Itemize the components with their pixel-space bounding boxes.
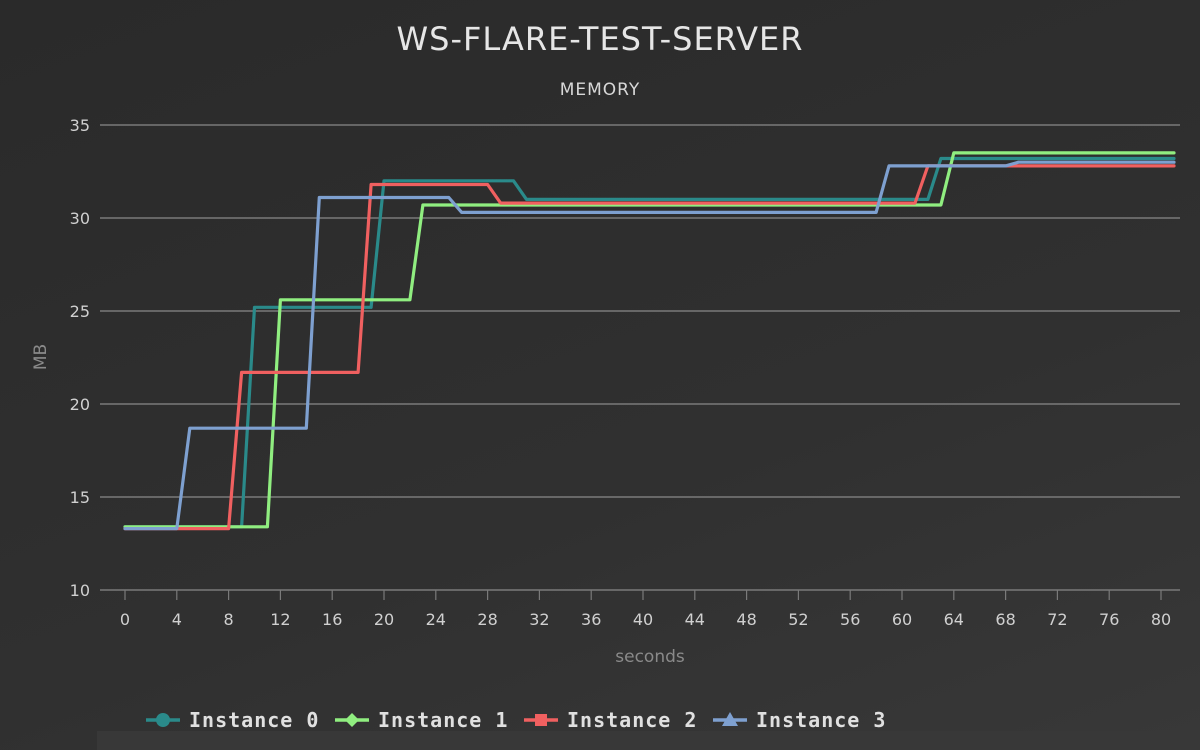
grid-lines (100, 124, 1180, 591)
legend-item-instance-1[interactable]: Instance 1 (335, 708, 508, 732)
y-tick-label: 30 (70, 209, 90, 228)
x-tick-label: 0 (120, 610, 130, 629)
x-tick-label: 68 (995, 610, 1015, 629)
series-lines (123, 151, 1176, 531)
y-tick-label: 15 (70, 488, 90, 507)
legend-label: Instance 0 (189, 708, 319, 732)
legend-item-instance-3[interactable]: Instance 3 (713, 708, 886, 732)
series-line-instance-3 (123, 160, 1176, 531)
legend: Instance 0 Instance 1 Instance 2 Instance 3 (146, 708, 886, 732)
chart-subtitle: MEMORY (560, 80, 641, 100)
y-tick-label: 35 (70, 116, 90, 135)
x-tick-label: 56 (840, 610, 860, 629)
x-axis-title: seconds (615, 647, 685, 667)
chart-title: WS-FLARE-TEST-SERVER (396, 20, 803, 58)
series-line-instance-2 (123, 164, 1176, 531)
x-tick-label: 40 (633, 610, 653, 629)
x-tick-label: 76 (1099, 610, 1119, 629)
y-axis: 10 15 20 25 30 35 (70, 116, 90, 600)
legend-item-instance-2[interactable]: Instance 2 (524, 708, 697, 732)
series-line-instance-1 (123, 151, 1176, 529)
y-tick-label: 20 (70, 395, 90, 414)
x-tick-label: 16 (322, 610, 342, 629)
x-axis: 0 4 8 12 16 20 24 28 32 36 40 44 48 52 56 60 64 68 72 76 80 (120, 590, 1171, 629)
x-tick-label: 64 (944, 610, 964, 629)
y-tick-label: 25 (70, 302, 90, 321)
y-axis-title: MB (31, 344, 51, 370)
x-tick-label: 72 (1047, 610, 1067, 629)
legend-label: Instance 2 (567, 708, 697, 732)
series-line-instance-0 (123, 156, 1176, 529)
y-tick-label: 10 (70, 581, 90, 600)
diamond-marker-icon (345, 713, 359, 727)
legend-item-instance-0[interactable]: Instance 0 (146, 708, 319, 732)
x-tick-label: 80 (1151, 610, 1171, 629)
x-tick-label: 32 (529, 610, 549, 629)
x-tick-label: 12 (270, 610, 290, 629)
x-tick-label: 36 (581, 610, 601, 629)
x-tick-label: 60 (892, 610, 912, 629)
square-marker-icon (535, 714, 547, 726)
legend-label: Instance 3 (756, 708, 886, 732)
x-tick-label: 48 (736, 610, 756, 629)
x-tick-label: 20 (374, 610, 394, 629)
legend-footer-band (97, 731, 1200, 750)
circle-marker-icon (156, 713, 170, 727)
x-tick-label: 28 (477, 610, 497, 629)
x-tick-label: 52 (788, 610, 808, 629)
x-tick-label: 4 (172, 610, 182, 629)
x-tick-label: 24 (426, 610, 446, 629)
triangle-marker-icon (722, 712, 738, 726)
x-tick-label: 8 (224, 610, 234, 629)
legend-label: Instance 1 (378, 708, 508, 732)
x-tick-label: 44 (685, 610, 705, 629)
